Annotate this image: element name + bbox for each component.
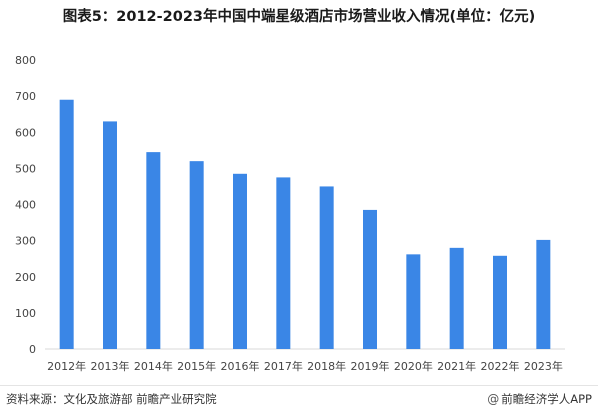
bar xyxy=(276,177,291,349)
y-axis: 0 100 200 300 400 500 600 700 800 xyxy=(15,54,36,356)
x-tick-label: 2022年 xyxy=(481,359,520,373)
bar xyxy=(363,209,377,349)
x-tick-label: 2012年 xyxy=(47,359,86,373)
bar xyxy=(59,99,74,349)
y-tick-label: 400 xyxy=(15,199,36,212)
bar xyxy=(319,186,334,349)
bar-series xyxy=(59,99,551,349)
brand-text: 前瞻经济学人APP xyxy=(501,392,592,406)
bar xyxy=(449,247,464,349)
chart-title: 图表5：2012-2023年中国中端星级酒店市场营业收入情况(单位：亿元) xyxy=(62,9,536,25)
bar-chart: 0 100 200 300 400 500 600 700 800 2012年 2013年 2014… xyxy=(15,54,565,373)
y-tick-label: 100 xyxy=(15,307,36,320)
x-tick-label: 2019年 xyxy=(351,359,390,373)
y-tick-label: 300 xyxy=(15,235,36,248)
bar xyxy=(406,254,421,349)
y-tick-label: 700 xyxy=(15,90,36,103)
x-tick-label: 2015年 xyxy=(177,359,216,373)
footer: 资料来源：文化及旅游部 前瞻产业研究院 @ 前瞻经济学人APP xyxy=(0,385,598,418)
x-tick-label: 2021年 xyxy=(437,359,476,373)
x-tick-label: 2017年 xyxy=(264,359,303,373)
x-axis: 2012年 2013年 2014年 2015年 2016年 2017年 2018年 2019年… xyxy=(47,359,563,373)
x-tick-label: 2018年 xyxy=(307,359,346,373)
y-tick-label: 500 xyxy=(15,162,36,175)
bar xyxy=(493,255,507,349)
source-note: 资料来源：文化及旅游部 前瞻产业研究院 xyxy=(6,392,217,406)
bar xyxy=(189,161,204,349)
x-tick-label: 2016年 xyxy=(221,359,260,373)
at-icon: @ xyxy=(487,392,500,406)
x-tick-label: 2013年 xyxy=(91,359,130,373)
y-tick-label: 200 xyxy=(15,271,36,284)
bar xyxy=(233,173,247,349)
bar xyxy=(103,121,117,349)
x-tick-label: 2020年 xyxy=(394,359,433,373)
bar xyxy=(146,152,161,349)
y-tick-label: 600 xyxy=(15,126,36,139)
y-tick-label: 800 xyxy=(15,54,36,67)
x-tick-label: 2023年 xyxy=(524,359,563,373)
bar xyxy=(536,239,551,349)
y-tick-label: 0 xyxy=(29,343,36,356)
brand-label: @ 前瞻经济学人APP xyxy=(487,391,592,407)
x-tick-label: 2014年 xyxy=(134,359,173,373)
